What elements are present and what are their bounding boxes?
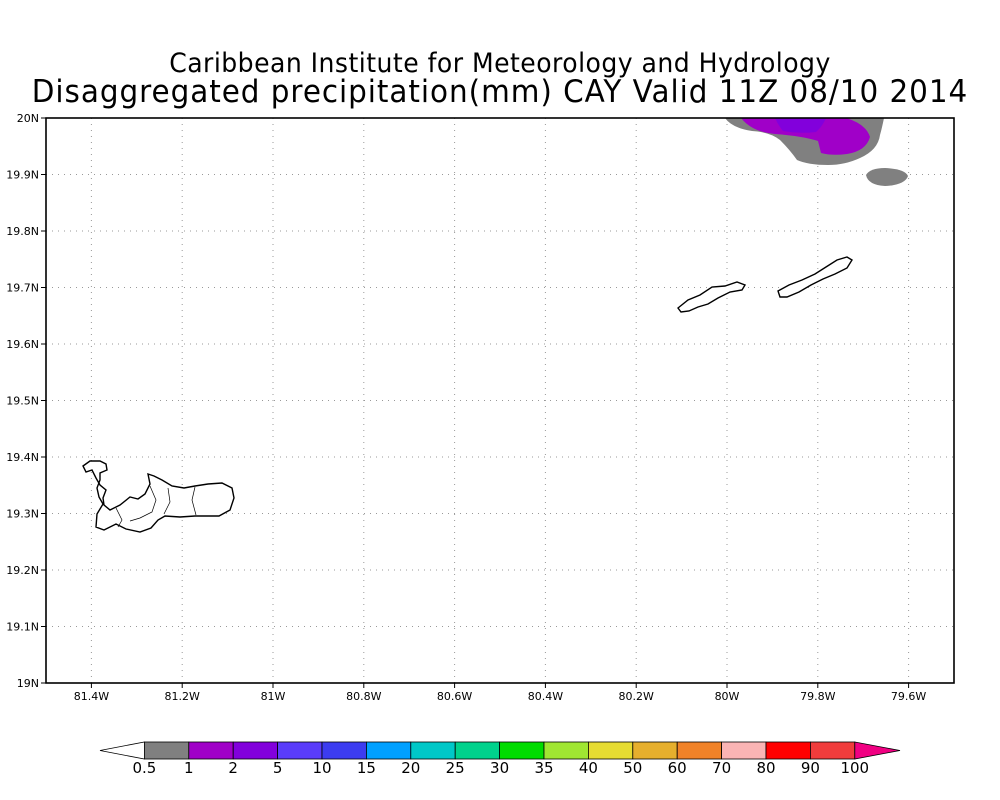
colorbar-arrow-low (99, 741, 145, 760)
colorbar-label: 5 (273, 759, 283, 777)
colorbar-label: 2 (228, 759, 238, 777)
colorbar-box (632, 741, 678, 760)
lon-tick-label: 79.8W (800, 690, 835, 703)
colorbar-box (499, 741, 545, 760)
lat-tick-label: 20N (17, 112, 39, 125)
lon-tick-label: 81.4W (74, 690, 109, 703)
colorbar-box (277, 741, 323, 760)
island-cayman-brac (777, 256, 853, 298)
colorbar (99, 741, 901, 760)
colorbar-box (232, 741, 278, 760)
colorbar-label: 15 (357, 759, 376, 777)
colorbar-box (721, 741, 767, 760)
colorbar-label: 100 (840, 759, 869, 777)
colorbar-box (765, 741, 811, 760)
lat-tick-label: 19.2N (6, 564, 39, 577)
longitude-labels: 81.4W 81.2W 81W 80.8W 80.6W 80.4W 80.2W 80W 79.8… (74, 683, 926, 703)
colorbar-label: 10 (312, 759, 331, 777)
colorbar-box (588, 741, 634, 760)
island-grand-cayman (82, 460, 235, 533)
lon-tick-label: 80W (715, 690, 740, 703)
colorbar-label: 60 (668, 759, 687, 777)
colorbar-label: 0.5 (132, 759, 156, 777)
precipitation-layer (725, 118, 908, 186)
latitude-labels: 20N 19.9N 19.8N 19.7N 19.6N 19.5N 19.4N 19.3N 19… (6, 112, 46, 690)
grid-lines (46, 118, 954, 683)
colorbar-arrow-high (854, 741, 901, 760)
precip-core-purple (741, 118, 870, 155)
lat-tick-label: 19.1N (6, 621, 39, 634)
colorbar-box (321, 741, 367, 760)
colorbar-labels: 0.5 1 2 5 10 15 20 25 30 35 40 50 60 70 80 90 100 (132, 759, 869, 777)
colorbar-label: 25 (446, 759, 465, 777)
colorbar-box (454, 741, 501, 760)
title-product: Disaggregated precipitation(mm) CAY Vali… (31, 74, 969, 110)
coastlines (82, 256, 853, 533)
colorbar-label: 1 (184, 759, 194, 777)
lat-tick-label: 19.9N (6, 169, 39, 182)
island-little-cayman (677, 281, 747, 313)
lon-tick-label: 80.6W (437, 690, 472, 703)
colorbar-label: 40 (579, 759, 598, 777)
lon-tick-label: 81.2W (165, 690, 200, 703)
precip-core-violet (775, 118, 826, 133)
colorbar-box (543, 741, 589, 760)
colorbar-box (365, 741, 412, 760)
lon-tick-label: 81W (261, 690, 286, 703)
district-boundaries (115, 485, 197, 528)
lat-tick-label: 19.8N (6, 225, 39, 238)
lat-tick-label: 19.4N (6, 451, 39, 464)
precip-area-east (866, 168, 908, 186)
colorbar-label: 50 (623, 759, 642, 777)
colorbar-box (676, 741, 723, 760)
lat-tick-label: 19.7N (6, 282, 39, 295)
lat-tick-label: 19.3N (6, 508, 39, 521)
colorbar-label: 35 (534, 759, 553, 777)
lon-tick-label: 79.6W (891, 690, 926, 703)
colorbar-box (810, 741, 856, 760)
title-institute: Caribbean Institute for Meteorology and … (169, 48, 831, 79)
lat-tick-label: 19N (17, 677, 39, 690)
lon-tick-label: 80.8W (346, 690, 381, 703)
lat-tick-label: 19.6N (6, 338, 39, 351)
colorbar-label: 30 (490, 759, 509, 777)
lon-tick-label: 80.4W (528, 690, 563, 703)
colorbar-label: 80 (756, 759, 775, 777)
colorbar-label: 90 (801, 759, 820, 777)
lat-tick-label: 19.5N (6, 395, 39, 408)
lon-tick-label: 80.2W (619, 690, 654, 703)
colorbar-box (143, 741, 190, 760)
colorbar-box (410, 741, 456, 760)
colorbar-label: 20 (401, 759, 420, 777)
colorbar-label: 70 (712, 759, 731, 777)
colorbar-box (188, 741, 234, 760)
